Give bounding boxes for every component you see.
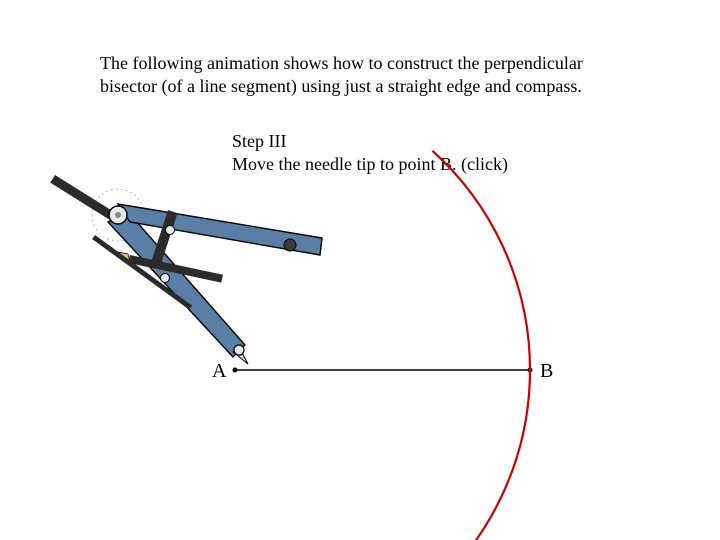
intro-text: The following animation shows how to con…	[100, 52, 640, 97]
step-title: Step III	[232, 131, 286, 151]
point-b-label: B	[540, 360, 553, 383]
compass-icon	[50, 175, 322, 364]
point-a-label: A	[212, 360, 226, 383]
intro-line2: bisector (of a line segment) using just …	[100, 76, 582, 96]
compass-arc	[432, 151, 530, 540]
step-instruction: Move the needle tip to point B. (click)	[232, 154, 508, 174]
intro-line1: The following animation shows how to con…	[100, 53, 583, 73]
step-block: Step III Move the needle tip to point B.…	[232, 130, 508, 175]
segment-ab	[233, 368, 533, 373]
